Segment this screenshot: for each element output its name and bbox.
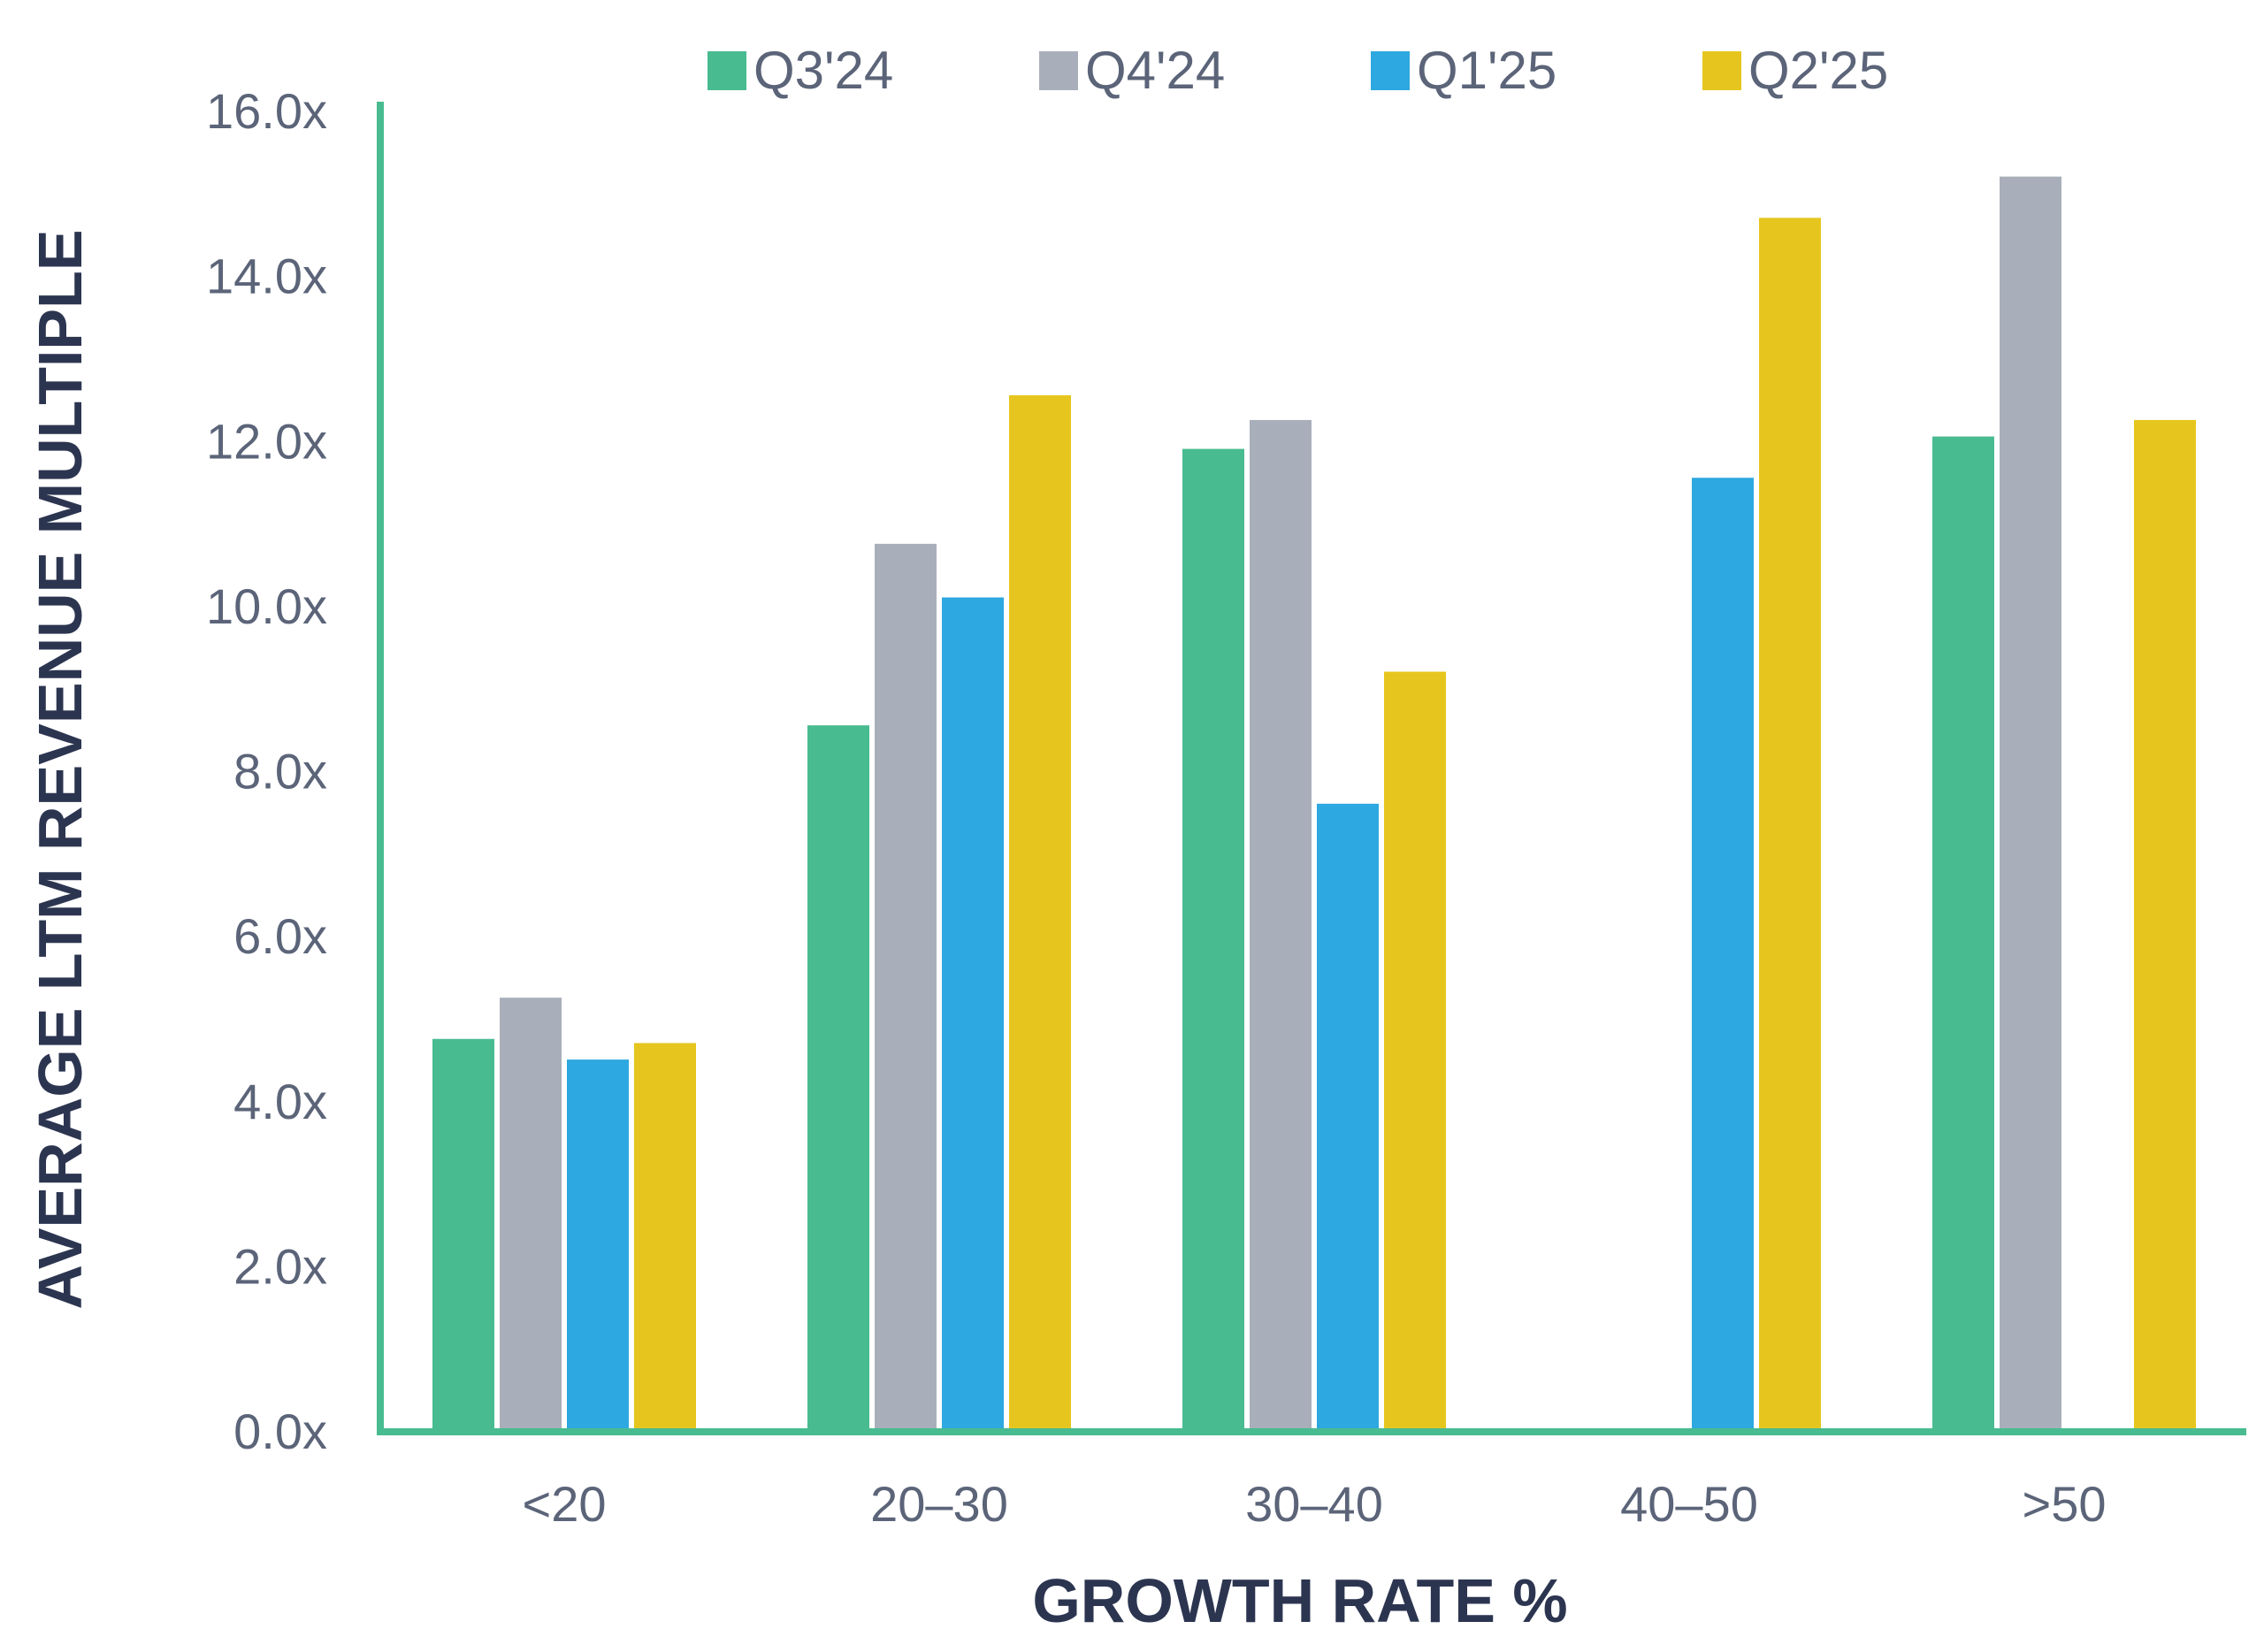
x-axis-ticks: <20 20–30 30–40 40–50 >50 (523, 1476, 2107, 1532)
x-tick-label: <20 (523, 1476, 607, 1532)
legend: Q3'24 Q4'24 Q1'25 Q2'25 (708, 41, 1888, 100)
y-tick-label: 14.0x (206, 249, 327, 304)
y-tick-label: 2.0x (233, 1238, 327, 1294)
y-tick-label: 4.0x (233, 1074, 327, 1129)
x-tick-label: 30–40 (1245, 1476, 1383, 1532)
y-tick-label: 6.0x (233, 908, 327, 964)
y-tick-label: 16.0x (206, 83, 327, 139)
bar (500, 998, 562, 1431)
x-tick-label: 20–30 (870, 1476, 1008, 1532)
bars (432, 176, 2196, 1432)
y-axis-title: AVERAGE LTM REVENUE MULTIPLE (26, 229, 95, 1309)
x-tick-label: >50 (2023, 1476, 2107, 1532)
bar (567, 1059, 629, 1431)
bar (942, 597, 1004, 1431)
legend-label: Q4'24 (1085, 41, 1225, 100)
x-axis-title: GROWTH RATE % (1032, 1566, 1567, 1635)
bar (1182, 448, 1244, 1431)
bar (1932, 436, 1994, 1432)
y-axis-ticks: 0.0x 2.0x 4.0x 6.0x 8.0x 10.0x 12.0x 14.0x 16.0x (206, 83, 327, 1459)
legend-swatch (1371, 51, 1410, 90)
axes (377, 102, 2246, 1435)
legend-swatch (1039, 51, 1078, 90)
x-tick-label: 40–50 (1620, 1476, 1758, 1532)
bar (1692, 478, 1754, 1431)
bar (2134, 419, 2196, 1431)
bar (2000, 176, 2061, 1431)
legend-label: Q2'25 (1748, 41, 1888, 100)
bar (875, 543, 937, 1431)
y-tick-label: 0.0x (233, 1403, 327, 1459)
bar (1384, 671, 1446, 1431)
bar (1250, 419, 1312, 1431)
bar (432, 1038, 494, 1431)
legend-label: Q3'24 (753, 41, 893, 100)
legend-swatch (1702, 51, 1741, 90)
y-tick-label: 8.0x (233, 744, 327, 799)
y-tick-label: 10.0x (206, 578, 327, 634)
bar (807, 725, 869, 1431)
y-tick-label: 12.0x (206, 413, 327, 469)
legend-label: Q1'25 (1417, 41, 1556, 100)
bar (634, 1043, 696, 1431)
bar (1009, 394, 1071, 1432)
bar (1317, 803, 1379, 1431)
legend-swatch (708, 51, 746, 90)
bar (1759, 218, 1821, 1431)
